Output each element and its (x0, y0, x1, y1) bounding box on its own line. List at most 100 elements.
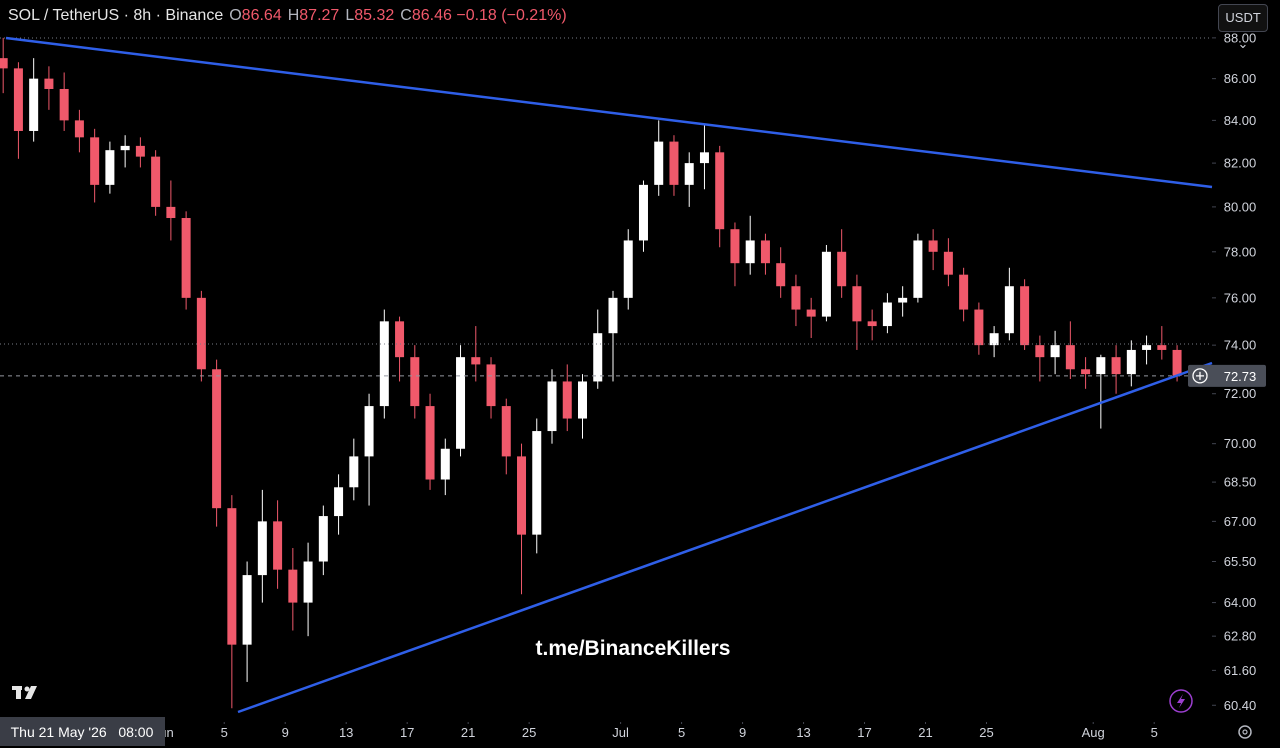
y-tick-label: 62.80 (1224, 629, 1257, 644)
ohlc-key: H (287, 7, 300, 24)
x-tick-label: 5 (221, 725, 228, 740)
candle-body (821, 251, 831, 317)
candle-body (440, 448, 450, 480)
candle-body (1172, 349, 1182, 376)
candle-body (181, 218, 191, 298)
lightning-icon (1177, 694, 1185, 708)
candle-body (974, 309, 984, 346)
candle-body (1004, 286, 1014, 334)
ohlc-key: L (345, 7, 355, 24)
candle-body (1096, 357, 1106, 375)
y-tick-label: 76.00 (1224, 290, 1257, 305)
candle-body (74, 120, 84, 138)
ohlc-key: C (400, 7, 412, 24)
x-tick-label: 9 (282, 725, 289, 740)
candle-body (1081, 369, 1091, 375)
y-tick-label: 80.00 (1224, 199, 1257, 214)
ohlc-value: 86.64 (241, 7, 282, 24)
x-tick-label: Jul (612, 725, 629, 740)
candle-body (257, 521, 267, 576)
y-tick-label: 70.00 (1224, 436, 1257, 451)
candle-body (730, 229, 740, 264)
candle-body (410, 357, 420, 407)
candle-body (1020, 286, 1030, 346)
currency-button[interactable]: USDT ⌄ (1218, 4, 1268, 51)
y-tick-label: 68.50 (1224, 475, 1257, 490)
candle-body (699, 152, 709, 164)
candle-body (13, 68, 23, 131)
candle-body (1142, 345, 1152, 350)
x-tick-label: 5 (678, 725, 685, 740)
candle-body (943, 251, 953, 275)
candle-body (989, 333, 999, 346)
x-tick-label: Aug (1082, 725, 1105, 740)
candle-body (227, 508, 237, 645)
candle-body (806, 309, 816, 317)
candle-body (776, 263, 786, 287)
candle-body (867, 321, 877, 327)
ohlc-value: 87.27 (299, 7, 340, 24)
candle-body (760, 240, 770, 264)
y-tick-label: 64.00 (1224, 595, 1257, 610)
candle-body (395, 321, 405, 358)
x-tick-label: 25 (979, 725, 993, 740)
x-tick-label: 21 (918, 725, 932, 740)
candle-body (852, 286, 862, 322)
last-price-label: 72.73 (1224, 369, 1257, 384)
y-tick-label: 78.00 (1224, 244, 1257, 259)
candle-body (715, 152, 725, 230)
candle-body (334, 487, 344, 517)
candle-body (562, 381, 572, 419)
candle-body (120, 145, 130, 151)
y-tick-label: 67.00 (1224, 514, 1257, 529)
candle-body (684, 163, 694, 185)
candle-body (547, 381, 557, 432)
candle-body (486, 364, 496, 407)
candle-body (1050, 345, 1060, 358)
candle-body (456, 357, 466, 449)
add-alert-button (1192, 368, 1208, 384)
candle-body (791, 286, 801, 310)
x-tick-label: 13 (796, 725, 810, 740)
y-tick-label: 82.00 (1224, 156, 1257, 171)
candle-body (303, 561, 313, 603)
symbol: SOL / TetherUS · 8h · Binance (8, 7, 224, 24)
candle-body (151, 156, 161, 207)
y-tick-label: 74.00 (1224, 338, 1257, 353)
candle-body (196, 297, 206, 370)
candle-body (105, 150, 115, 185)
candle-body (638, 184, 648, 241)
y-tick-label: 60.40 (1224, 698, 1257, 713)
crosshair-time-box (0, 717, 165, 746)
candle-body (0, 58, 8, 69)
x-tick-label: 13 (339, 725, 353, 740)
candle-body (166, 206, 176, 219)
x-tick-label: 21 (461, 725, 475, 740)
candle-body (745, 240, 755, 264)
candle-body (623, 240, 633, 298)
candle-body (532, 431, 542, 535)
ohlc-value: 86.46 (411, 7, 452, 24)
candle-body (608, 297, 618, 334)
candle-body (288, 569, 298, 603)
x-tick-label: 5 (1151, 725, 1158, 740)
lightning-button[interactable] (1169, 689, 1193, 713)
candle-body (29, 78, 39, 131)
candle-body (349, 456, 359, 488)
candle-body (1065, 345, 1075, 370)
candle-body (501, 406, 511, 457)
candle-body (44, 78, 54, 89)
add-alert-icon (1196, 371, 1204, 380)
candle-body (379, 321, 389, 407)
watermark: t.me/BinanceKillers (536, 637, 731, 660)
settings-button[interactable] (1238, 725, 1252, 739)
candle-body (882, 302, 892, 327)
candle-body (364, 406, 374, 457)
candle-body (898, 297, 908, 303)
candle-body (135, 145, 145, 157)
ohlc-key: O (229, 7, 242, 24)
candle-body (425, 406, 435, 480)
candle-body (654, 141, 664, 185)
